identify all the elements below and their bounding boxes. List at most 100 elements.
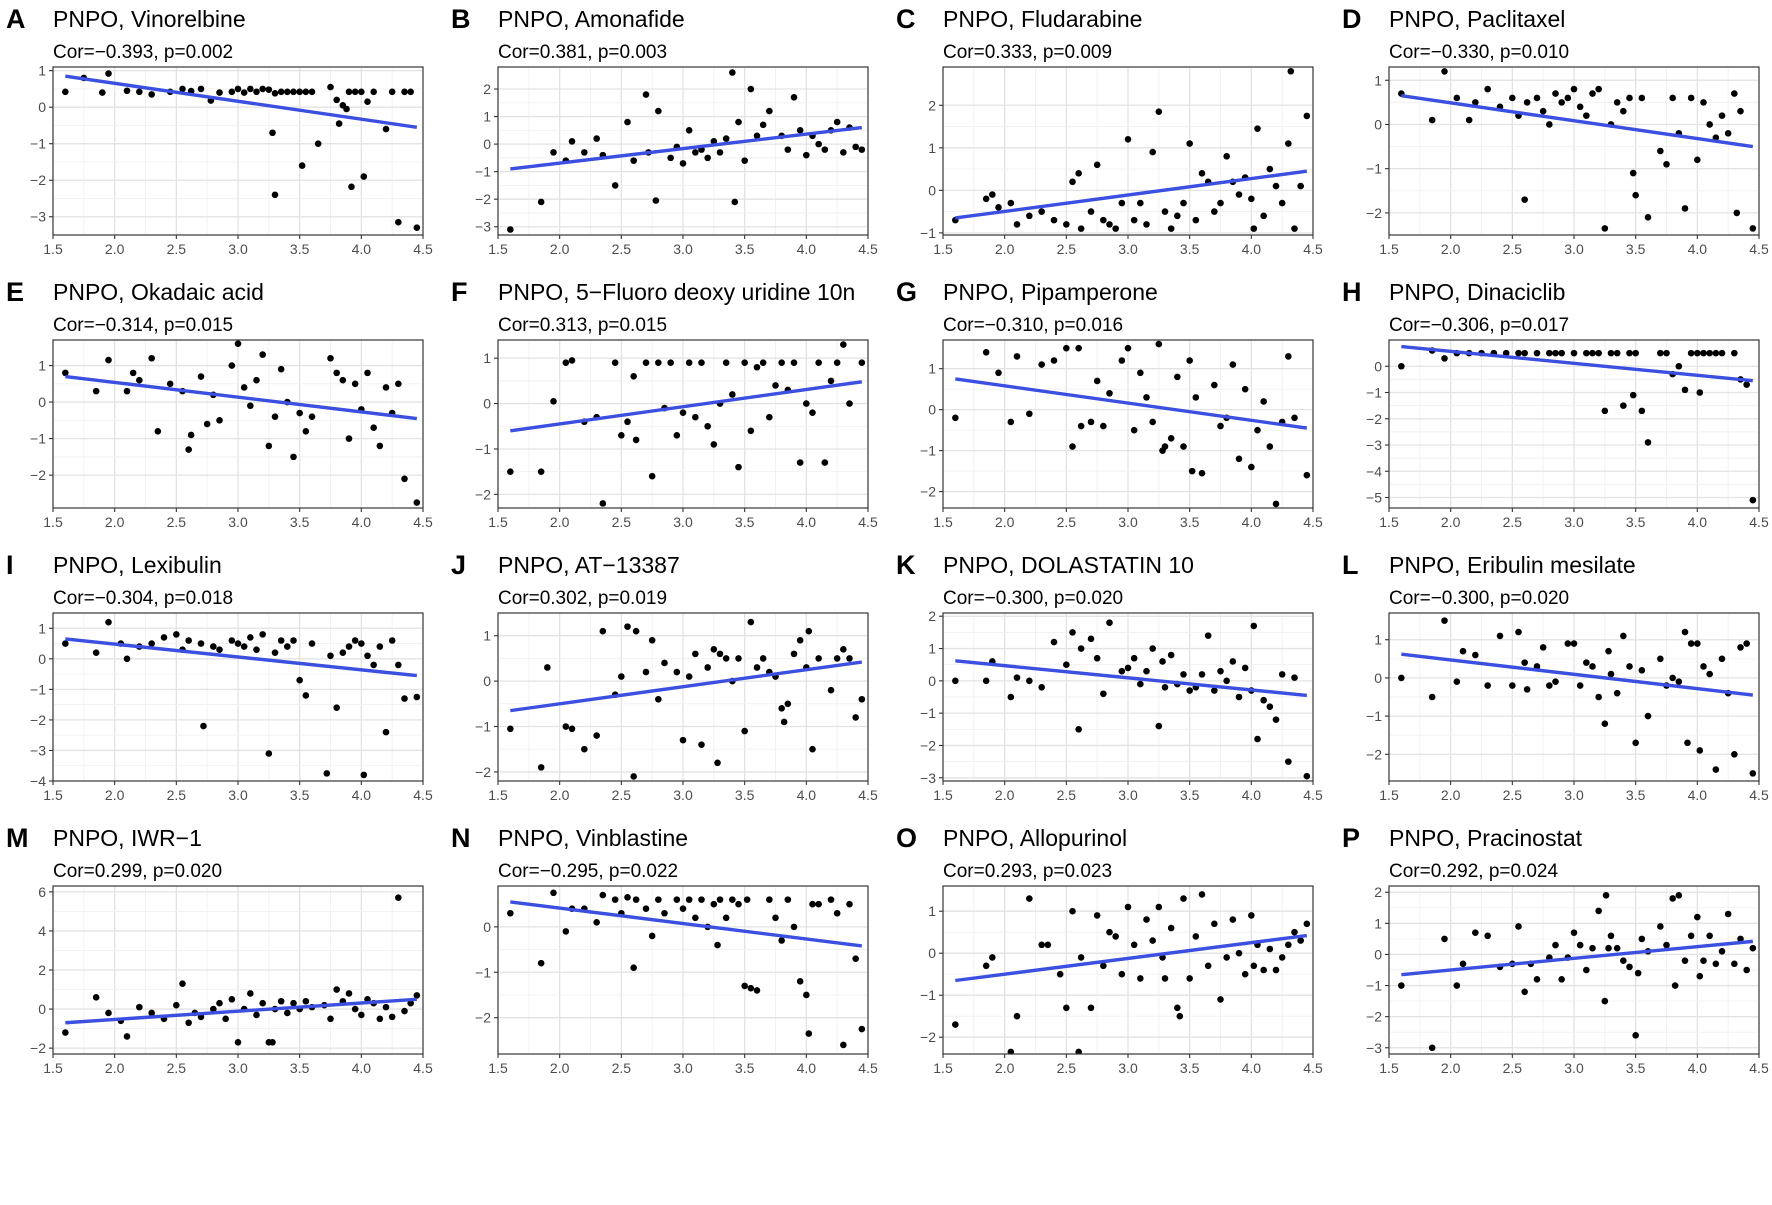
plot-inner	[1389, 886, 1759, 1054]
y-tick-label: −1	[920, 987, 936, 1003]
data-point	[803, 991, 810, 999]
data-point	[1681, 957, 1689, 964]
data-point	[1613, 689, 1621, 697]
data-point	[62, 640, 69, 647]
x-tick-label: 4.0	[352, 1060, 372, 1076]
data-point	[1124, 136, 1132, 143]
data-point	[253, 646, 260, 653]
data-point	[1093, 912, 1101, 919]
data-point	[1026, 410, 1033, 418]
data-point	[1712, 960, 1720, 968]
data-point	[1453, 982, 1461, 989]
data-point	[271, 191, 279, 199]
data-point	[314, 140, 322, 147]
panel-subtitle: Cor=−0.314, p=0.015	[53, 315, 233, 336]
data-point	[1137, 975, 1144, 982]
panel-title: PNPO, Vinorelbine	[53, 6, 246, 32]
data-point	[1472, 651, 1479, 659]
y-tick-label: −1	[1366, 708, 1382, 724]
data-point	[1077, 422, 1085, 430]
data-point	[827, 377, 835, 385]
y-tick-label: −1	[475, 964, 491, 980]
data-point	[1484, 682, 1491, 689]
panel-letter: E	[6, 277, 24, 307]
data-point	[1250, 225, 1258, 232]
data-point	[858, 359, 866, 367]
data-point	[1250, 622, 1258, 630]
data-point	[858, 146, 866, 153]
data-point	[1607, 670, 1615, 678]
data-point	[507, 468, 514, 475]
x-tick-label: 3.0	[1564, 1060, 1584, 1076]
data-point	[1007, 693, 1015, 701]
data-point	[395, 661, 402, 669]
data-point	[790, 359, 798, 367]
data-point	[1130, 941, 1138, 949]
data-point	[655, 896, 662, 903]
panel-title: PNPO, Pipamperone	[943, 279, 1158, 305]
y-tick-label: 1	[928, 903, 936, 919]
data-point	[1509, 682, 1516, 689]
data-point	[1069, 629, 1076, 636]
data-point	[1303, 471, 1311, 479]
data-point	[1638, 666, 1646, 674]
data-point	[1681, 205, 1689, 212]
panel-letter: A	[6, 4, 26, 34]
x-tick-label: 2.0	[1441, 514, 1461, 530]
data-point	[1266, 443, 1274, 450]
data-point	[1143, 221, 1150, 228]
x-tick-label: 3.0	[673, 787, 693, 803]
data-point	[388, 637, 396, 644]
x-tick-label: 1.5	[933, 514, 953, 530]
data-point	[1007, 199, 1015, 207]
data-point	[364, 652, 371, 660]
data-point	[197, 640, 205, 647]
data-point	[1198, 469, 1206, 477]
data-point	[1601, 225, 1609, 232]
data-point	[673, 896, 681, 903]
data-point	[1188, 467, 1196, 475]
x-tick-label: 4.5	[1303, 241, 1323, 257]
x-tick-label: 2.5	[167, 241, 187, 257]
x-tick-label: 4.0	[352, 514, 372, 530]
data-point	[1663, 941, 1670, 949]
data-point	[1589, 944, 1596, 952]
data-point	[259, 999, 266, 1007]
data-point	[1112, 933, 1119, 940]
data-point	[1576, 103, 1584, 111]
data-point	[550, 149, 557, 156]
x-tick-label: 2.0	[105, 787, 125, 803]
data-point	[259, 85, 266, 93]
data-point	[630, 773, 637, 780]
data-point	[1211, 381, 1218, 389]
x-tick-label: 3.5	[1626, 241, 1646, 257]
data-point	[1180, 199, 1187, 207]
data-point	[240, 643, 248, 650]
data-point	[1100, 422, 1107, 430]
data-point	[714, 941, 721, 949]
panel-letter: G	[896, 277, 917, 307]
y-tick-label: −2	[30, 467, 46, 483]
data-point	[148, 354, 155, 362]
data-point	[710, 900, 718, 908]
y-tick-label: −1	[1366, 978, 1382, 994]
data-point	[401, 695, 408, 702]
x-tick-label: 2.0	[995, 1060, 1015, 1076]
x-tick-label: 4.5	[1749, 1060, 1769, 1076]
data-point	[345, 990, 353, 997]
x-tick-label: 2.0	[995, 241, 1015, 257]
y-tick-label: 2	[928, 97, 936, 113]
data-point	[148, 1009, 155, 1017]
x-tick-label: 4.0	[797, 514, 817, 530]
data-point	[401, 88, 408, 96]
data-point	[1453, 678, 1461, 686]
panel-subtitle: Cor=−0.310, p=0.016	[943, 315, 1123, 336]
panel-c: C PNPO, Fludarabine Cor=0.333, p=0.009 1.5 2…	[896, 4, 1323, 257]
data-point	[1241, 664, 1249, 672]
data-point	[1428, 1044, 1436, 1052]
y-tick-label: −2	[920, 1029, 936, 1045]
y-tick-label: 0	[483, 396, 491, 412]
panel-title: PNPO, Paclitaxel	[1389, 6, 1565, 32]
data-point	[995, 204, 1002, 211]
plot-inner	[1389, 340, 1759, 508]
